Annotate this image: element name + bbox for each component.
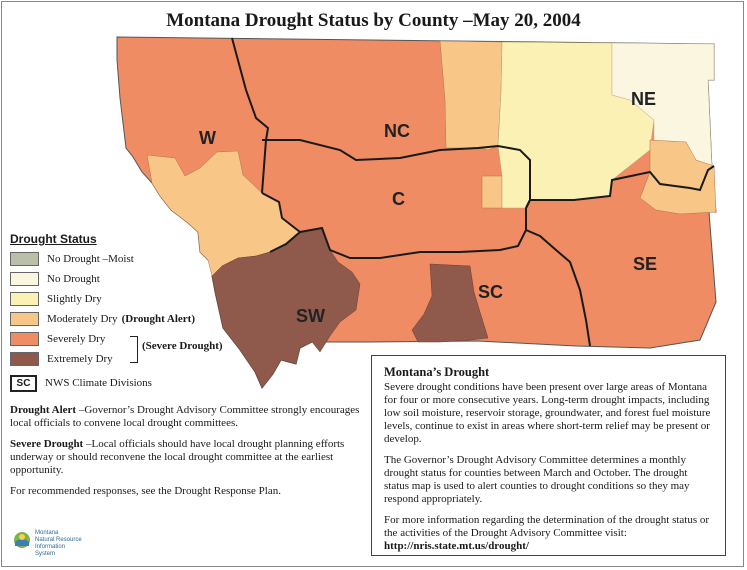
county-moderately-dry-central: [481, 175, 503, 209]
region-label-ne: NE: [631, 89, 656, 109]
logo-line: Montana: [35, 530, 59, 536]
infobox-url-link[interactable]: http://nris.state.mt.us/drought/: [384, 540, 529, 552]
county-extremely-dry-southcentral: [411, 263, 489, 343]
note-severe-drought: Severe Drought –Local officials should h…: [10, 438, 370, 477]
logo-line: System: [35, 551, 56, 557]
infobox-paragraph: Severe drought conditions have been pres…: [384, 381, 711, 445]
legend-row-extremely-dry: Extremely Dry: [10, 349, 360, 369]
legend: Drought Status No Drought –Moist No Drou…: [10, 232, 360, 393]
note-text: –Local officials should have local droug…: [10, 438, 345, 476]
region-label-sc: SC: [478, 282, 503, 302]
legend-label: Extremely Dry: [47, 353, 113, 365]
map-title: Montana Drought Status by County –May 20…: [166, 10, 581, 31]
note-term: Drought Alert: [10, 404, 77, 416]
note-recommended: For recommended responses, see the Droug…: [10, 485, 281, 497]
climate-division-boundaries: [231, 37, 715, 347]
nris-logo: Montana Natural Resource Information Sys…: [12, 530, 82, 558]
legend-sc-box: SC: [10, 374, 37, 392]
montana-drought-info-box: Montana’s Drought Severe drought conditi…: [371, 355, 726, 556]
region-label-sw: SW: [296, 306, 325, 326]
region-label-nc: NC: [384, 121, 410, 141]
legend-label: Moderately Dry: [47, 313, 118, 325]
legend-label: NWS Climate Divisions: [45, 377, 152, 389]
nris-logo-icon: [14, 532, 30, 548]
legend-title: Drought Status: [10, 232, 97, 246]
note-drought-alert: Drought Alert –Governor’s Drought Adviso…: [10, 404, 370, 430]
drought-notes: Drought Alert –Governor’s Drought Adviso…: [10, 404, 370, 506]
legend-swatch-severely-dry: [10, 332, 39, 346]
legend-row-no-drought-moist: No Drought –Moist: [10, 249, 360, 269]
nris-logo-text: Montana Natural Resource Information Sys…: [35, 530, 82, 558]
infobox-paragraph: For more information regarding the deter…: [384, 514, 710, 539]
legend-swatch-extremely-dry: [10, 352, 39, 366]
legend-label: No Drought: [47, 273, 100, 285]
infobox-paragraph: The Governor’s Drought Advisory Committe…: [384, 454, 690, 505]
region-label-w: W: [199, 128, 216, 148]
county-moderately-dry-east: [639, 139, 717, 215]
legend-row-severely-dry: Severely Dry: [10, 329, 360, 349]
logo-line: Natural Resource: [35, 537, 82, 543]
legend-swatch-moderately-dry: [10, 312, 39, 326]
severe-drought-bracket: [130, 336, 138, 363]
legend-drought-alert-tag: (Drought Alert): [121, 313, 195, 325]
county-moderately-dry-north: [439, 40, 503, 151]
severe-drought-tag: (Severe Drought): [142, 340, 223, 352]
region-label-se: SE: [633, 254, 657, 274]
legend-label: Slightly Dry: [47, 293, 102, 305]
legend-label: No Drought –Moist: [47, 253, 134, 265]
legend-swatch-slightly-dry: [10, 292, 39, 306]
note-term: Severe Drought: [10, 438, 84, 450]
legend-label: Severely Dry: [47, 333, 106, 345]
legend-row-climate-divisions: SC NWS Climate Divisions: [10, 373, 360, 393]
legend-row-no-drought: No Drought: [10, 269, 360, 289]
note-text: –Governor’s Drought Advisory Committee s…: [10, 404, 360, 429]
logo-line: Information: [35, 544, 66, 550]
legend-row-slightly-dry: Slightly Dry: [10, 289, 360, 309]
infobox-heading: Montana’s Drought: [384, 365, 490, 379]
legend-swatch-no-drought-moist: [10, 252, 39, 266]
region-label-c: C: [392, 189, 405, 209]
legend-swatch-no-drought: [10, 272, 39, 286]
legend-row-moderately-dry: Moderately Dry (Drought Alert): [10, 309, 360, 329]
